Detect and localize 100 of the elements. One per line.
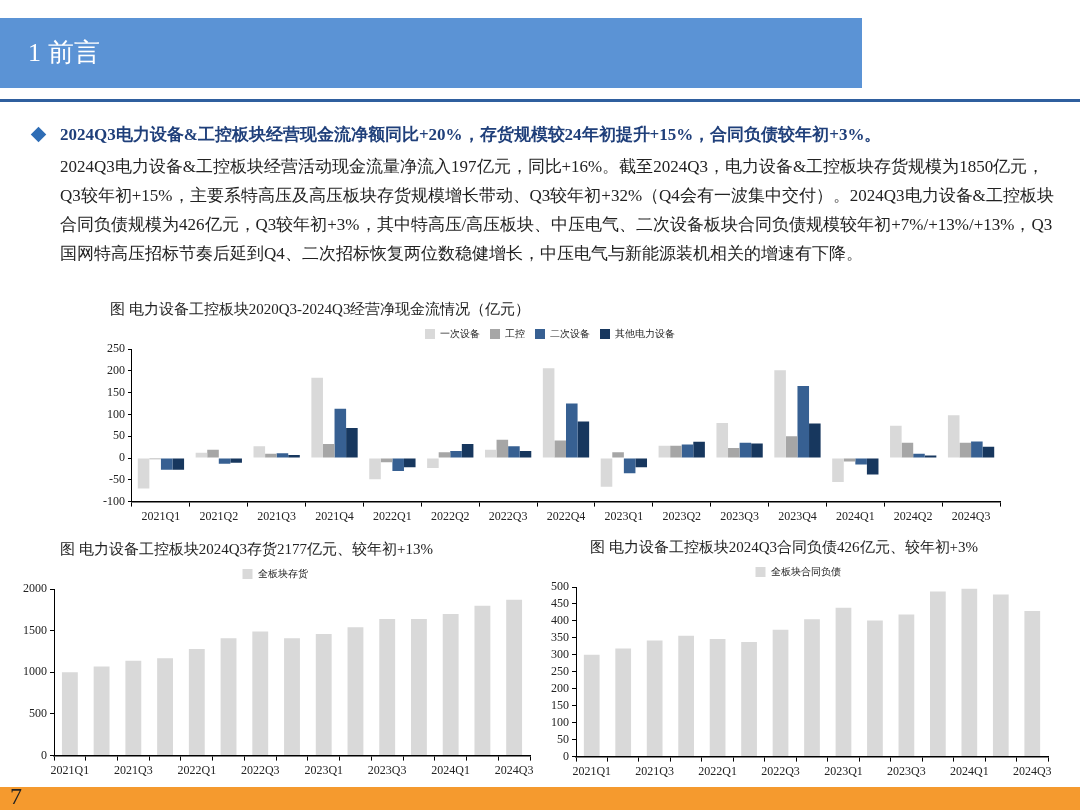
bar bbox=[670, 445, 682, 458]
bar bbox=[542, 368, 555, 458]
bar bbox=[566, 403, 578, 458]
bar bbox=[646, 640, 663, 757]
y-tick-label: 400 bbox=[551, 613, 569, 628]
bar bbox=[890, 425, 902, 458]
x-tick-label: 2024Q2 bbox=[893, 508, 933, 523]
bar bbox=[681, 444, 694, 458]
y-tick-label: 500 bbox=[551, 579, 569, 594]
x-tick-label: 2022Q1 bbox=[698, 763, 737, 778]
bar bbox=[207, 449, 219, 458]
bar bbox=[678, 635, 694, 757]
y-tick-label: 1500 bbox=[23, 622, 47, 637]
bar bbox=[809, 423, 821, 458]
x-tick-label: 2022Q3 bbox=[240, 762, 280, 777]
x-tick-label: 2021Q1 bbox=[50, 762, 90, 777]
bar bbox=[157, 658, 173, 756]
y-tick-label: 500 bbox=[29, 706, 47, 721]
bar bbox=[832, 458, 844, 482]
bar bbox=[961, 588, 978, 757]
bar bbox=[334, 408, 347, 458]
bar bbox=[322, 444, 335, 458]
bar bbox=[218, 458, 231, 464]
text: 2024Q3电力设备&工控板块经营现金流净额同比+20%，存货规模较24年初提升+15%，合同负债较年初+3%。 bbox=[60, 124, 883, 146]
bar bbox=[346, 427, 358, 458]
x-tick-label: 2023Q3 bbox=[720, 508, 759, 523]
x-tick-label: 2023Q2 bbox=[662, 508, 702, 523]
bar bbox=[913, 453, 925, 458]
bar bbox=[427, 458, 439, 469]
bar bbox=[93, 666, 110, 756]
bar bbox=[379, 618, 396, 756]
chart-title: 图 电力设备工控板块2020Q3-2024Q3经营净现金流情况（亿元） bbox=[110, 300, 532, 319]
bar bbox=[474, 605, 491, 756]
x-tick-label: 2022Q1 bbox=[373, 508, 412, 523]
x-tick-label: 2021Q1 bbox=[141, 508, 181, 523]
bar bbox=[901, 442, 914, 458]
x-tick-label: 2024Q1 bbox=[950, 763, 989, 778]
bar bbox=[506, 599, 523, 756]
bar bbox=[982, 446, 995, 458]
bar bbox=[288, 454, 300, 458]
x-tick-label: 2023Q1 bbox=[304, 762, 344, 777]
bar bbox=[496, 439, 509, 458]
x-tick-label: 2021Q2 bbox=[199, 508, 239, 523]
y-tick-label: 100 bbox=[551, 714, 569, 729]
bar bbox=[61, 672, 78, 756]
bar bbox=[716, 423, 729, 458]
legend-label: 工控 bbox=[505, 327, 525, 339]
y-tick-label: 300 bbox=[551, 647, 569, 661]
x-tick-label: 2021Q1 bbox=[572, 763, 612, 778]
bar bbox=[615, 648, 632, 757]
bar bbox=[774, 370, 786, 458]
bar bbox=[947, 415, 960, 458]
bar bbox=[658, 445, 671, 458]
bar bbox=[519, 451, 532, 458]
y-tick-label: 350 bbox=[551, 630, 569, 645]
y-tick-label: 250 bbox=[107, 341, 125, 356]
bar bbox=[739, 442, 752, 458]
y-tick-label: 100 bbox=[107, 406, 125, 421]
bar bbox=[188, 648, 205, 756]
x-tick-label: 2024Q1 bbox=[431, 762, 470, 777]
x-tick-label: 2023Q3 bbox=[367, 762, 407, 777]
bar bbox=[600, 458, 613, 487]
bar bbox=[804, 619, 820, 757]
y-tick-label: 450 bbox=[551, 596, 569, 611]
bar bbox=[347, 627, 364, 756]
legend-label: 全板块合同负债 bbox=[770, 565, 841, 577]
bar bbox=[311, 377, 323, 458]
x-tick-label: 2021Q3 bbox=[114, 762, 153, 777]
y-tick-label: 0 bbox=[563, 748, 569, 763]
y-tick-label: -50 bbox=[109, 471, 125, 486]
x-tick-label: 2024Q3 bbox=[494, 762, 534, 777]
x-tick-label: 2022Q3 bbox=[488, 508, 528, 523]
x-tick-label: 2024Q3 bbox=[1012, 763, 1052, 778]
bar bbox=[160, 458, 173, 470]
bar bbox=[797, 386, 810, 458]
bar bbox=[369, 458, 381, 480]
bar bbox=[751, 443, 763, 458]
bar bbox=[403, 458, 416, 468]
x-tick-label: 2022Q1 bbox=[177, 762, 217, 777]
bar bbox=[709, 638, 726, 757]
chart-title: 图 电力设备工控板块2024Q3合同负债426亿元、较年初+3% bbox=[590, 538, 980, 557]
bar bbox=[484, 449, 497, 458]
x-tick-label: 2024Q3 bbox=[951, 508, 991, 523]
legend-label: 全板块存货 bbox=[257, 567, 308, 579]
chart-title: 图 电力设备工控板块2024Q3存货2177亿元、较年初+13% bbox=[60, 540, 435, 559]
bar bbox=[693, 441, 705, 458]
text: 2024Q3电力设备&工控板块经营活动现金流量净流入197亿元，同比+16%。截至2024Q3，电力设备&工控板块存货规模为1850亿元，Q3较年初+15%，主要系特高压及高压板块存货规模增长带动、Q3较年初+32%（Q4会有一波集中交付）。2024Q3电力设备&工控板块合同负债规模为426亿元，Q3较年初+3%，其中特高压/高压板块、中压电气、二次设备板块合同负债规模较年初+7%/+13%/+13%，Q3国网特高压招标节奏后延到Q4、二次招标恢复两位数稳健增长，中压电气与新能源装机相关的增速有下降。 bbox=[60, 156, 1055, 265]
x-tick-label: 2021Q3 bbox=[257, 508, 296, 523]
y-tick-label: 250 bbox=[551, 663, 569, 678]
bar bbox=[461, 444, 474, 458]
bar bbox=[172, 458, 185, 470]
y-tick-label: 0 bbox=[41, 747, 47, 762]
x-tick-label: 2022Q3 bbox=[761, 763, 800, 778]
legend-label: 二次设备 bbox=[550, 327, 590, 339]
x-tick-label: 2023Q1 bbox=[824, 763, 863, 778]
bar bbox=[924, 455, 937, 458]
bar bbox=[220, 638, 237, 756]
legend-label: 一次设备 bbox=[440, 327, 480, 339]
bar bbox=[195, 452, 208, 458]
text: 1 前言 bbox=[0, 18, 862, 88]
